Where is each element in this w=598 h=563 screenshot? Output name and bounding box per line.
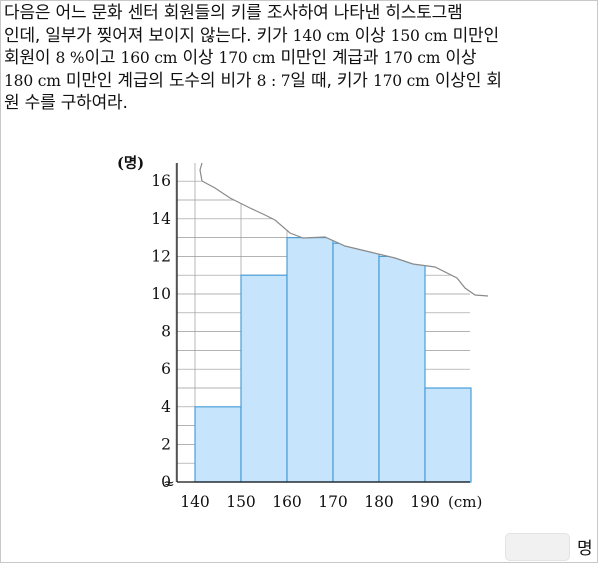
problem-line-3-text-a: 회원이 xyxy=(4,48,56,69)
histogram-chart: 0 2 4 6 8 10 12 14 16 140 150 160 170 180 190 (명) (cm… xyxy=(117,148,490,511)
problem-line-5-text: 원 수를 구하여라. xyxy=(4,93,128,114)
histogram-bar xyxy=(286,236,334,483)
histogram-bar xyxy=(332,242,380,483)
x-tick-label: 150 xyxy=(226,493,256,511)
problem-line-3-text-b: 이고 xyxy=(84,48,121,69)
axis-break-mark: ≈ xyxy=(163,476,175,492)
torn-edge-line xyxy=(199,162,489,297)
x-tick-labels: 140 150 160 170 180 190 xyxy=(180,493,440,511)
problem-line-2: 인데, 일부가 찢어져 보이지 않는다. 키가 140 cm 이상 150 cm… xyxy=(4,25,592,48)
x-tick-label: 180 xyxy=(364,493,394,511)
torn-edge-mask xyxy=(200,148,490,296)
problem-line-2-value-b: 150 cm xyxy=(390,26,448,45)
x-tick-label: 190 xyxy=(410,493,440,511)
x-tick-label: 170 xyxy=(318,493,348,511)
y-tick-label: 6 xyxy=(161,360,171,378)
problem-line-3-value-c: 170 cm xyxy=(218,49,276,68)
problem-line-5: 원 수를 구하여라. xyxy=(4,92,592,115)
y-tick-label: 8 xyxy=(161,323,171,341)
problem-line-3-value-d: 170 cm xyxy=(383,49,441,68)
x-tick-label: 160 xyxy=(272,493,302,511)
problem-line-3-value-a: 8 % xyxy=(55,49,85,68)
problem-line-2-value-a: 140 cm xyxy=(292,26,350,45)
histogram-bar xyxy=(424,387,472,483)
problem-line-4-text-b: 일 때, 키가 xyxy=(290,70,373,91)
problem-line-2-text-c: 미만인 xyxy=(447,25,500,46)
problem-line-4-value-a: 180 cm xyxy=(4,71,61,90)
y-tick-label: 10 xyxy=(151,285,171,303)
histogram-bar xyxy=(194,406,242,483)
y-tick-label: 14 xyxy=(151,210,171,228)
problem-line-4-ratio: 8 : 7 xyxy=(256,71,291,90)
problem-line-3-value-b: 160 cm xyxy=(120,49,178,68)
y-tick-label: 2 xyxy=(161,435,171,453)
problem-line-4-text-c: 이상인 회 xyxy=(429,70,502,91)
histogram-bars xyxy=(194,236,472,483)
problem-line-4-value-b: 170 cm xyxy=(372,71,430,90)
histogram-bar xyxy=(240,274,288,483)
x-axis-label: (cm) xyxy=(448,493,482,511)
problem-line-2-text-b: 이상 xyxy=(349,25,391,46)
problem-text: 다음은 어느 문화 센터 회원들의 키를 조사하여 나타낸 히스토그램 인데, … xyxy=(4,2,592,115)
answer-input[interactable] xyxy=(505,533,570,561)
problem-line-1: 다음은 어느 문화 센터 회원들의 키를 조사하여 나타낸 히스토그램 xyxy=(4,2,592,25)
x-tick-label: 140 xyxy=(180,493,210,511)
problem-line-3-text-e: 이상 xyxy=(440,48,477,69)
answer-unit: 명 xyxy=(577,539,593,559)
y-tick-label: 12 xyxy=(151,247,171,265)
y-tick-label: 16 xyxy=(151,172,171,190)
y-tick-label: 4 xyxy=(161,398,171,416)
problem-line-3-text-d: 미만인 계급과 xyxy=(275,48,384,69)
problem-line-4: 180 cm 미만인 계급의 도수의 비가 8 : 7일 때, 키가 170 c… xyxy=(4,70,592,93)
chart-axes xyxy=(176,163,470,483)
y-axis-label: (명) xyxy=(117,154,144,172)
y-tick-label: 0 xyxy=(161,473,171,491)
problem-line-3: 회원이 8 %이고 160 cm 이상 170 cm 미만인 계급과 170 c… xyxy=(4,47,592,70)
histogram-bar xyxy=(378,255,426,483)
problem-line-1-text: 다음은 어느 문화 센터 회원들의 키를 조사하여 나타낸 히스토그램 xyxy=(4,3,463,23)
problem-line-3-text-c: 이상 xyxy=(177,48,219,69)
y-tick-labels: 0 2 4 6 8 10 12 14 16 xyxy=(151,172,171,491)
problem-line-4-text-a: 미만인 계급의 도수의 비가 xyxy=(60,70,257,91)
problem-line-2-text-a: 인데, 일부가 찢어져 보이지 않는다. 키가 xyxy=(4,25,293,46)
